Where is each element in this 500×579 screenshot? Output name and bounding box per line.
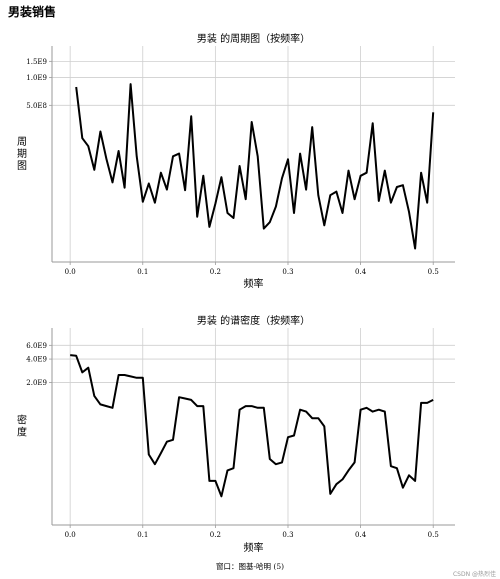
chart-1: 0.0 0.1 0.2 0.3 0.4 0.5 1.5E9 1.0E9 5.0E8 男装 的周期图… bbox=[17, 32, 455, 290]
x-tick-label: 0.4 bbox=[355, 268, 367, 276]
x-tick-label: 0.3 bbox=[282, 268, 293, 276]
y-tick-label: 4.0E9 bbox=[26, 356, 47, 364]
chart-title: 男装 的周期图（按频率） bbox=[197, 32, 310, 45]
x-axis-label: 频率 bbox=[244, 541, 264, 554]
chart-title: 男装 的谱密度（按频率） bbox=[197, 314, 310, 327]
page-title: 男装销售 bbox=[8, 5, 57, 19]
y-tick-label: 1.5E9 bbox=[26, 58, 47, 66]
series-line bbox=[70, 354, 434, 498]
y-axis-label: 周期图 bbox=[17, 136, 27, 172]
x-tick-label: 0.5 bbox=[428, 531, 439, 539]
y-tick-label: 5.0E8 bbox=[26, 102, 47, 110]
x-tick-label: 0.3 bbox=[282, 531, 293, 539]
series-line bbox=[75, 83, 435, 250]
x-tick-label: 0.2 bbox=[210, 268, 221, 276]
y-tick-label: 2.0E9 bbox=[26, 379, 47, 387]
y-tick-label: 6.0E9 bbox=[26, 342, 47, 350]
y-tick-label: 1.0E9 bbox=[26, 74, 47, 82]
x-axis-label: 频率 bbox=[244, 277, 264, 290]
chart-2: 0.0 0.1 0.2 0.3 0.4 0.5 6.0E9 4.0E9 2.0E9 男装 的谱密度… bbox=[17, 314, 455, 554]
watermark: CSDN @热烈佳 bbox=[452, 571, 496, 578]
x-tick-label: 0.5 bbox=[428, 268, 439, 276]
x-tick-label: 0.2 bbox=[210, 531, 221, 539]
y-axis-label: 密度 bbox=[17, 414, 27, 439]
x-tick-label: 0.0 bbox=[65, 268, 76, 276]
x-tick-label: 0.4 bbox=[355, 531, 367, 539]
x-tick-label: 0.0 bbox=[65, 531, 76, 539]
x-tick-label: 0.1 bbox=[137, 268, 148, 276]
footer-caption: 窗口：图基-哈明 (5) bbox=[215, 562, 285, 571]
x-tick-label: 0.1 bbox=[137, 531, 148, 539]
